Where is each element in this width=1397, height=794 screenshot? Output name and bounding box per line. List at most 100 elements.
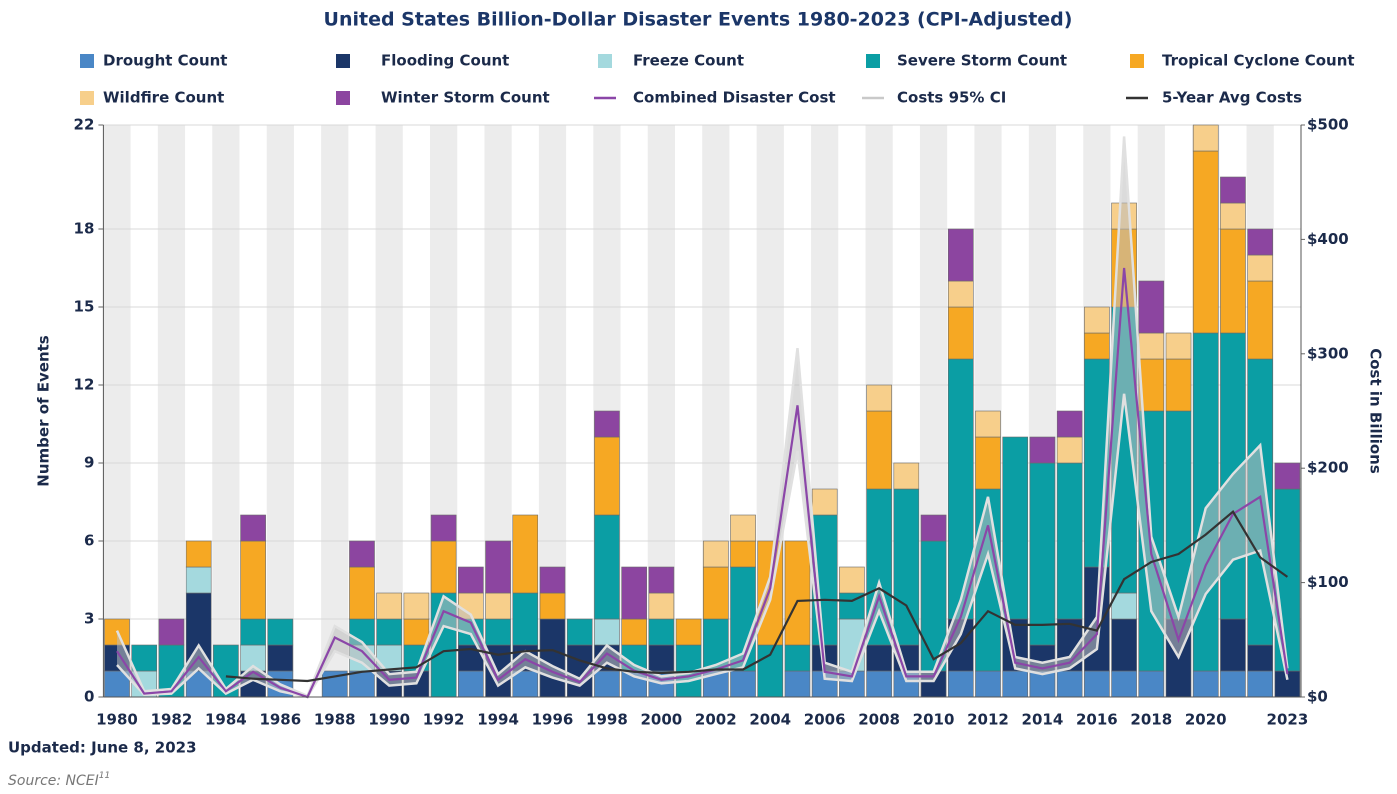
bar-segment xyxy=(730,540,756,568)
bar-segment xyxy=(784,540,811,646)
bar-segment xyxy=(1029,462,1056,646)
bar-segment xyxy=(1247,280,1273,360)
bar-segment xyxy=(1084,670,1110,698)
y-tick-label: 3 xyxy=(84,610,94,628)
x-tick-label: 1994 xyxy=(477,711,519,729)
bar-segment xyxy=(267,618,294,646)
x-tick-label: 2012 xyxy=(967,711,1009,729)
bar-segment xyxy=(376,618,403,646)
bar-segment xyxy=(648,618,675,646)
bar-segment xyxy=(866,644,892,672)
bar-segment xyxy=(594,618,620,646)
y2-tick-label: $0 xyxy=(1307,688,1328,706)
bar-segment xyxy=(539,592,566,620)
background-stripe xyxy=(157,125,186,697)
bar-segment xyxy=(947,306,974,360)
background-stripe xyxy=(212,125,240,697)
bar-segment xyxy=(893,488,920,646)
bar-segment xyxy=(512,514,539,594)
bar-segment xyxy=(1247,670,1273,698)
legend-swatch xyxy=(336,54,350,68)
x-tick-label: 2010 xyxy=(913,711,955,729)
bar-segment xyxy=(1192,124,1219,152)
x-tick-label: 1988 xyxy=(314,711,356,729)
bar-segment xyxy=(947,228,974,282)
bar-segment xyxy=(349,566,375,620)
y-tick-label: 0 xyxy=(84,688,94,706)
bar-segment xyxy=(1084,332,1110,360)
bar-segment xyxy=(1165,332,1192,360)
bar-segment xyxy=(1220,670,1246,698)
bar-segment xyxy=(1247,644,1273,672)
x-tick-label: 1980 xyxy=(96,711,138,729)
bar-segment xyxy=(1056,670,1083,698)
bar-segment xyxy=(1220,202,1246,230)
legend-label: Flooding Count xyxy=(381,52,509,70)
source-note: Source: NCEI11 xyxy=(8,771,110,790)
bar-segment xyxy=(485,540,511,594)
legend-label: Severe Storm Count xyxy=(897,52,1067,70)
bar-segment xyxy=(458,670,484,698)
bar-segment xyxy=(1220,228,1246,334)
legend-label: Drought Count xyxy=(103,52,227,70)
bar-segment xyxy=(866,670,892,698)
y-tick-label: 6 xyxy=(84,532,94,550)
bar-segment xyxy=(730,670,756,698)
y-axis-label: Number of Events xyxy=(35,335,53,486)
bar-segment xyxy=(1056,462,1083,620)
bar-segment xyxy=(376,592,403,620)
bar-segment xyxy=(594,410,620,438)
bar-segment xyxy=(185,540,212,568)
bar-segment xyxy=(1138,280,1165,334)
x-tick-label: 2004 xyxy=(749,711,791,729)
bar-segment xyxy=(240,618,266,646)
x-tick-label: 2002 xyxy=(695,711,737,729)
source-text: Source: NCEI xyxy=(8,773,99,789)
bar-segment xyxy=(430,540,457,594)
bar-segment xyxy=(702,540,729,568)
x-tick-label: 2006 xyxy=(804,711,846,729)
bar-segment xyxy=(975,436,1001,490)
bar-segment xyxy=(1056,410,1083,438)
background-stripe xyxy=(103,125,131,697)
bar-segment xyxy=(1192,150,1219,334)
bar-segment xyxy=(947,280,974,308)
legend-label: 5-Year Avg Costs xyxy=(1162,89,1302,107)
chart-title: United States Billion-Dollar Disaster Ev… xyxy=(324,9,1073,31)
y-tick-label: 15 xyxy=(74,298,95,316)
legend-swatch xyxy=(80,54,94,68)
bar-segment xyxy=(458,566,484,594)
y-tick-label: 12 xyxy=(74,376,95,394)
legend-label: Tropical Cyclone Count xyxy=(1162,52,1355,70)
x-tick-label: 1982 xyxy=(151,711,193,729)
y2-axis-label: Cost in Billions xyxy=(1367,348,1385,474)
bar-segment xyxy=(512,592,539,646)
bar-segment xyxy=(594,436,620,516)
legend-label: Costs 95% CI xyxy=(897,89,1006,107)
y2-tick-label: $300 xyxy=(1307,344,1349,362)
bar-segment xyxy=(784,670,811,698)
bar-segment xyxy=(621,566,647,620)
bar-segment xyxy=(621,618,647,646)
bar-segment xyxy=(240,540,266,620)
cost-line xyxy=(225,510,1289,683)
legend-label: Wildfire Count xyxy=(103,89,224,107)
x-tick-label: 2008 xyxy=(858,711,900,729)
bar-segment xyxy=(1220,618,1246,672)
bar-segment xyxy=(539,566,566,594)
bar-segment xyxy=(1274,462,1301,490)
background-stripe xyxy=(266,125,294,697)
bar-segment xyxy=(1138,670,1165,698)
x-tick-label: 1984 xyxy=(205,711,247,729)
legend-swatch xyxy=(336,91,350,105)
source-ref: 11 xyxy=(99,771,110,781)
bar-segment xyxy=(1247,228,1273,256)
bar-segment xyxy=(485,618,511,646)
updated-note: Updated: June 8, 2023 xyxy=(8,739,197,757)
legend-swatch xyxy=(866,54,880,68)
bar-segment xyxy=(947,670,974,698)
x-tick-label: 2016 xyxy=(1076,711,1118,729)
bar-segment xyxy=(1247,254,1273,282)
bar-segment xyxy=(566,618,593,646)
legend-label: Winter Storm Count xyxy=(381,89,550,107)
